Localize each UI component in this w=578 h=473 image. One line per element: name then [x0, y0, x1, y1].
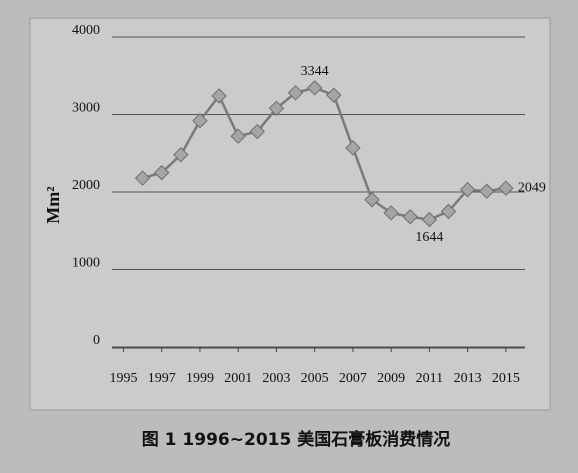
marker — [345, 140, 361, 156]
marker — [383, 205, 399, 221]
marker — [287, 85, 304, 101]
marker — [306, 80, 323, 96]
x-tick-label: 2009 — [377, 371, 405, 386]
x-tick-label: 2003 — [262, 371, 290, 386]
marker — [326, 87, 342, 103]
data-label: 1644 — [415, 230, 443, 245]
marker — [268, 100, 285, 117]
x-tick-label: 2007 — [339, 371, 367, 386]
x-tick-label: 2013 — [454, 371, 482, 386]
x-tick-label: 2005 — [301, 371, 329, 386]
marker — [421, 211, 438, 228]
chart-frame — [29, 17, 551, 411]
marker — [249, 123, 266, 140]
marker — [230, 128, 246, 144]
data-label: 3344 — [301, 64, 329, 79]
x-tick-label: 2001 — [224, 371, 252, 386]
marker — [154, 164, 170, 181]
marker — [134, 170, 151, 186]
marker — [173, 147, 189, 163]
marker — [192, 112, 208, 129]
marker — [459, 181, 476, 198]
marker — [440, 203, 457, 220]
x-tick-label: 1997 — [148, 371, 176, 386]
marker — [402, 209, 418, 225]
caption: 图 1 1996~2015 美国石膏板消费情况 — [142, 429, 450, 450]
y-tick-label: 1000 — [72, 256, 100, 271]
x-tick-label: 2011 — [416, 371, 443, 386]
x-tick-label: 1999 — [186, 371, 214, 386]
y-tick-label: 4000 — [72, 23, 100, 38]
y-tick-label: 3000 — [72, 101, 100, 116]
marker — [479, 183, 495, 199]
y-axis-label: Mm² — [43, 186, 63, 223]
marker — [211, 88, 227, 104]
x-tick-label: 1995 — [109, 371, 137, 386]
marker — [498, 180, 514, 196]
y-tick-label: 0 — [93, 333, 100, 348]
x-tick-label: 2015 — [492, 371, 520, 386]
y-tick-label: 2000 — [72, 178, 100, 193]
marker — [364, 192, 380, 208]
data-label: 2049 — [518, 180, 546, 195]
